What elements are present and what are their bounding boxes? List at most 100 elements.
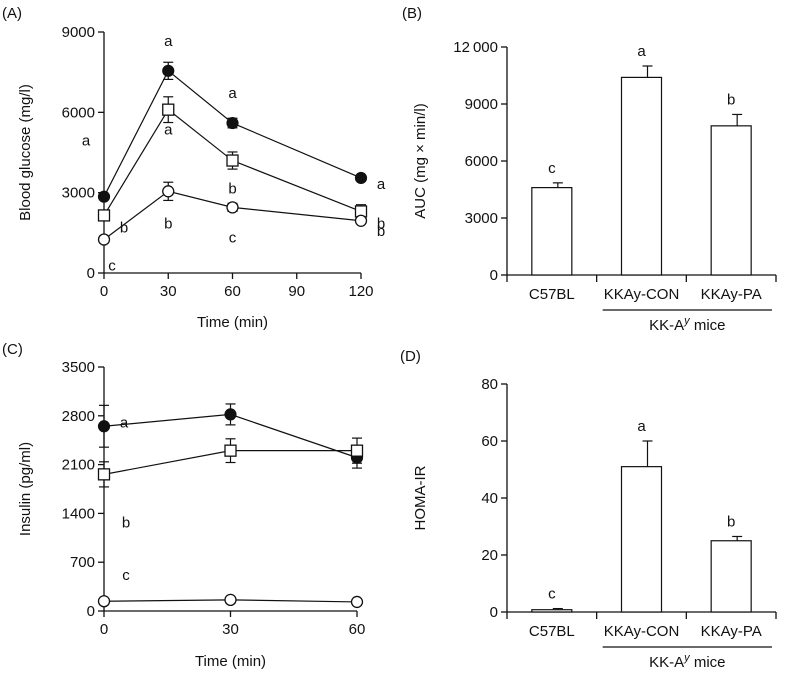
group-label-superscript: y [683, 652, 691, 664]
panel-b-bar-chart: (B) 0 3000 6000 9000 12 000 AUC (mg × min/l) c C… [402, 5, 777, 334]
data-point-open-circle [162, 185, 175, 198]
data-point-open-square [226, 154, 239, 167]
panel-c-line-chart: (C) 0 700 1400 2100 2800 3500 Insulin (pg/ml) 0 3… [2, 341, 365, 670]
significance-letter: a [637, 43, 646, 60]
significance-letter: b [727, 91, 735, 108]
significance-letter: b [377, 215, 385, 232]
bar [531, 609, 573, 613]
group-label: KK-Ay mice [649, 652, 725, 671]
y-axis-title: HOMA-IR [412, 465, 429, 530]
significance-letter: c [108, 258, 116, 275]
y-tick-label: 12 000 [453, 39, 498, 56]
data-point-open-square [224, 444, 237, 457]
group-label-base: KK-A [649, 317, 684, 334]
y-tick-label: 0 [87, 603, 95, 620]
significance-letter: a [377, 176, 386, 193]
significance-letter: c [548, 586, 556, 603]
data-point-filled-circle [226, 116, 239, 130]
bar [531, 187, 573, 276]
significance-letter: c [229, 229, 237, 246]
data-point-open-circle [226, 201, 239, 214]
significance-letter: b [120, 219, 128, 236]
significance-letter: a [637, 418, 646, 435]
panel-a-line-chart: (A) 0 3000 6000 9000 Blood glucose (mg/l) 0 30 6… [2, 5, 386, 331]
bar [710, 540, 752, 613]
series-line [103, 190, 362, 241]
y-tick-label: 3000 [465, 210, 498, 227]
y-tick-label: 9000 [62, 24, 95, 41]
panel-label: (D) [400, 348, 421, 365]
significance-letter: b [377, 223, 385, 240]
data-point-filled-circle [354, 171, 368, 185]
y-tick-label: 3500 [62, 359, 95, 376]
data-point-open-circle [97, 233, 111, 246]
y-tick-label: 40 [481, 490, 498, 507]
data-point-filled-circle [97, 190, 111, 203]
bar [620, 76, 663, 276]
panel-label: (A) [2, 5, 22, 22]
x-tick-label: 90 [288, 283, 305, 300]
y-tick-label: 60 [481, 433, 498, 450]
series-line [103, 69, 362, 197]
category-label: KKAy-PA [701, 286, 762, 303]
panel-d-bar-chart: (D) 0 20 40 60 80 HOMA-IR c C57BL a KKAy-CON b KKAy-… [400, 348, 777, 671]
group-label-base: KK-A [649, 654, 684, 671]
significance-letter: b [122, 514, 130, 531]
y-tick-label: 1400 [62, 505, 95, 522]
y-tick-label: 0 [490, 604, 498, 621]
bar [710, 125, 752, 276]
bar [620, 466, 663, 613]
y-tick-label: 6000 [62, 104, 95, 121]
series-line [103, 108, 362, 216]
group-label-suffix: mice [690, 317, 726, 334]
x-tick-label: 30 [222, 621, 239, 638]
data-point-open-circle [350, 595, 364, 609]
y-tick-label: 6000 [465, 153, 498, 170]
group-label: KK-Ay mice [649, 315, 725, 334]
significance-letter: a [164, 122, 173, 139]
significance-letter: a [228, 85, 237, 102]
y-tick-label: 2800 [62, 408, 95, 425]
data-point-open-square [97, 468, 111, 481]
category-label: C57BL [529, 286, 575, 303]
x-tick-label: 30 [160, 283, 177, 300]
x-tick-label: 120 [348, 283, 373, 300]
x-tick-label: 0 [100, 621, 108, 638]
significance-letter: b [164, 215, 172, 232]
data-point-filled-circle [162, 64, 175, 77]
group-label-suffix: mice [690, 654, 726, 671]
data-point-open-circle [354, 214, 368, 227]
category-label: KKAy-PA [701, 623, 762, 640]
data-point-open-square [350, 444, 364, 457]
data-point-open-square [162, 103, 175, 116]
significance-letter: a [82, 133, 91, 150]
y-axis-title: Blood glucose (mg/l) [17, 84, 34, 221]
data-point-open-circle [224, 593, 237, 606]
y-tick-label: 2100 [62, 457, 95, 474]
data-point-open-square [97, 209, 111, 222]
x-tick-label: 60 [349, 621, 366, 638]
group-label-superscript: y [683, 315, 691, 327]
significance-letter: b [228, 181, 236, 198]
significance-letter: c [548, 160, 556, 177]
panel-label: (C) [2, 341, 23, 358]
y-tick-label: 9000 [465, 96, 498, 113]
significance-letter: c [122, 567, 130, 584]
x-axis-title: Time (min) [197, 314, 268, 331]
x-tick-label: 0 [100, 283, 108, 300]
category-label: KKAy-CON [604, 286, 680, 303]
category-label: KKAy-CON [604, 623, 680, 640]
panel-label: (B) [402, 5, 422, 22]
category-label: C57BL [529, 623, 575, 640]
y-tick-label: 80 [481, 376, 498, 393]
significance-letter: b [727, 513, 735, 530]
data-point-filled-circle [97, 420, 111, 433]
x-tick-label: 60 [224, 283, 241, 300]
y-axis-title: Insulin (pg/ml) [17, 442, 34, 536]
data-point-filled-circle [224, 408, 237, 421]
data-point-open-circle [97, 595, 111, 608]
y-tick-label: 0 [87, 265, 95, 282]
y-tick-label: 3000 [62, 185, 95, 202]
significance-letter: a [164, 33, 173, 50]
